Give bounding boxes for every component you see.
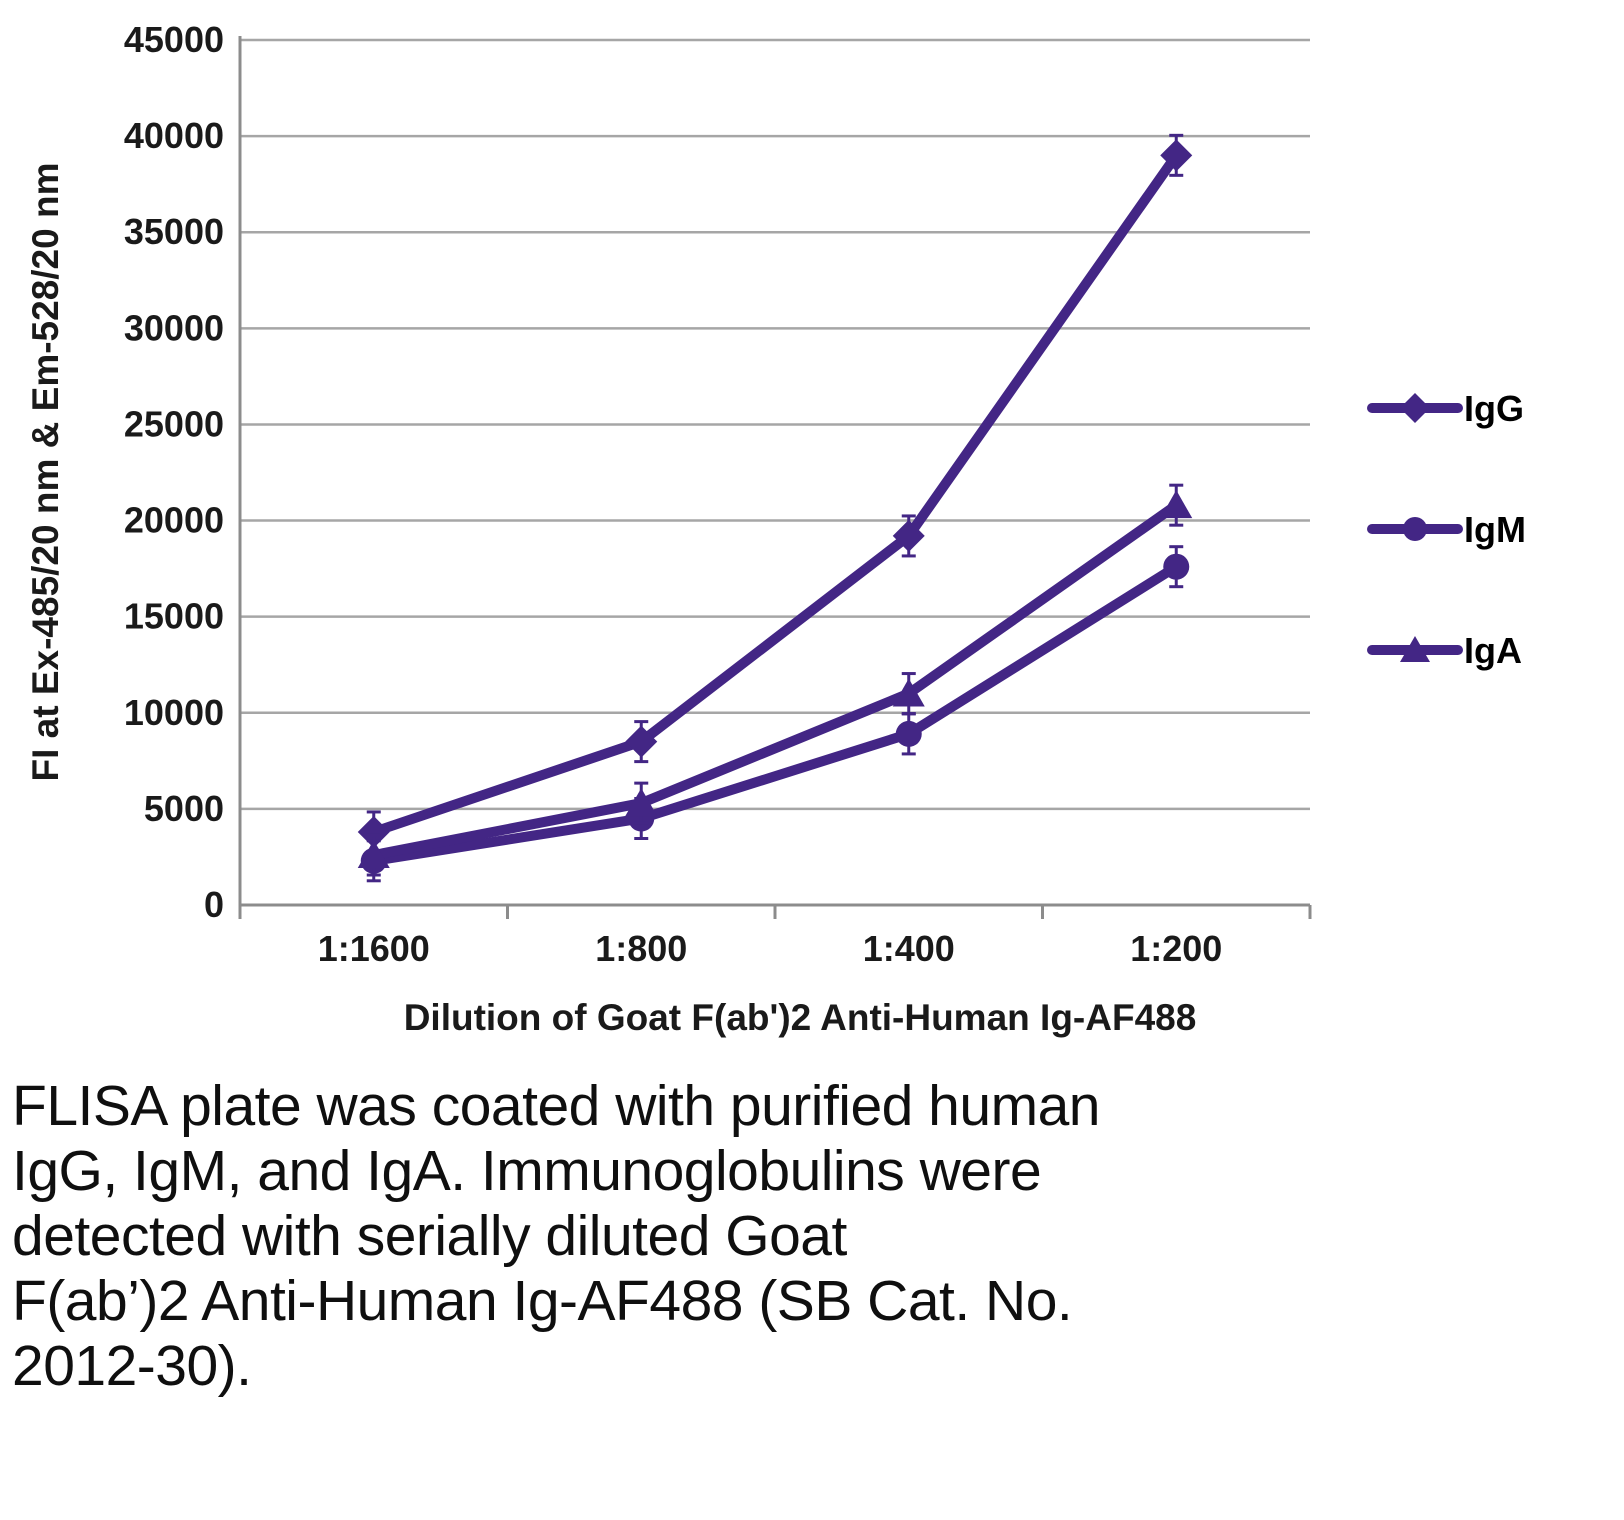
legend-item-IgA: IgA	[1367, 630, 1522, 671]
y-axis-title: FI at Ex-485/20 nm & Em-528/20 nm	[25, 163, 66, 782]
legend-label: IgA	[1464, 630, 1522, 671]
diamond-marker	[625, 725, 658, 758]
legend-label: IgG	[1464, 388, 1524, 429]
x-tick-label: 1:1600	[318, 928, 430, 969]
x-axis-title: Dilution of Goat F(ab')2 Anti-Human Ig-A…	[404, 997, 1197, 1038]
legend-label: IgM	[1464, 509, 1526, 550]
y-tick-label: 35000	[124, 211, 224, 252]
y-tick-label: 5000	[144, 788, 224, 829]
diamond-marker	[357, 815, 390, 848]
y-tick-label: 30000	[124, 307, 224, 348]
triangle-marker	[892, 678, 925, 707]
series-line-IgG	[368, 150, 1182, 837]
triangle-marker	[1160, 490, 1193, 519]
series-IgG	[357, 133, 1193, 854]
x-tick-label: 1:200	[1130, 928, 1222, 969]
x-tick-label: 1:400	[863, 928, 955, 969]
y-tick-label: 15000	[124, 596, 224, 637]
series-line-IgM	[368, 561, 1182, 866]
gridlines: 0 5000 10000 15000 20000 25000 30000 35000 40000…	[124, 19, 1310, 925]
series-line-IgA	[368, 500, 1182, 861]
legend: IgG IgM IgA	[1367, 388, 1526, 671]
legend-item-IgG: IgG	[1367, 388, 1524, 429]
triangle-marker	[1400, 636, 1430, 662]
circle-marker	[1163, 553, 1190, 580]
flisa-line-chart: 0 5000 10000 15000 20000 25000 30000 35000 40000…	[25, 19, 1526, 1038]
figure-caption: FLISA plate was coated with purified hum…	[12, 1074, 1100, 1398]
series-IgA	[357, 483, 1193, 877]
x-tick-label: 1:800	[595, 928, 687, 969]
y-tick-label: 25000	[124, 403, 224, 444]
y-tick-label: 45000	[124, 19, 224, 60]
y-tick-label: 20000	[124, 500, 224, 541]
circle-marker	[895, 720, 922, 747]
circle-marker	[1403, 517, 1427, 541]
data-series	[357, 133, 1193, 883]
diamond-marker	[892, 519, 925, 552]
diamond-marker	[1400, 393, 1430, 423]
y-tick-label: 40000	[124, 115, 224, 156]
triangle-marker	[357, 840, 390, 869]
legend-item-IgM: IgM	[1367, 509, 1526, 550]
diamond-marker	[1160, 139, 1193, 172]
axes: 1:1600 1:800 1:400 1:200	[238, 36, 1312, 969]
y-tick-label: 10000	[124, 692, 224, 733]
y-tick-label: 0	[204, 884, 224, 925]
triangle-marker	[625, 788, 658, 817]
